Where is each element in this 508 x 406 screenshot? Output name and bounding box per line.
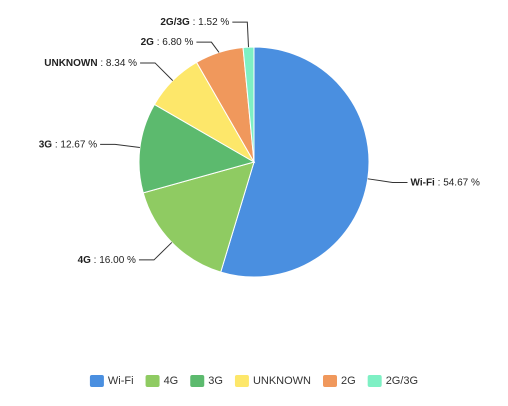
label-name: Wi-Fi <box>410 177 435 188</box>
legend-label: 3G <box>208 375 223 387</box>
leader-line <box>367 178 408 183</box>
pie-slice <box>220 46 370 278</box>
label-value: 16.00 % <box>99 255 136 266</box>
legend-swatch <box>190 375 205 387</box>
data-label: UNKNOWN : 8.34 % <box>44 58 137 69</box>
label-sep: : <box>435 177 443 188</box>
leader-line <box>196 41 220 53</box>
legend-label: UNKNOWN <box>253 375 311 387</box>
label-value: 1.52 % <box>198 17 229 28</box>
pie-slice <box>138 103 256 194</box>
label-value: 54.67 % <box>443 177 480 188</box>
data-label: 2G : 6.80 % <box>141 37 194 48</box>
legend-swatch <box>367 375 382 387</box>
legend-label: 2G <box>341 375 356 387</box>
pie-slice <box>142 161 255 273</box>
leader-line <box>138 242 173 261</box>
legend-label: Wi-Fi <box>108 375 134 387</box>
legend-swatch <box>323 375 337 387</box>
leader-line <box>232 21 250 48</box>
label-sep: : <box>91 255 99 266</box>
label-sep: : <box>52 139 60 150</box>
label-name: 3G <box>39 139 53 150</box>
data-label: 2G/3G : 1.52 % <box>160 17 229 28</box>
label-name: 2G <box>141 37 155 48</box>
legend-swatch <box>234 375 249 387</box>
label-name: 4G <box>78 255 92 266</box>
legend-swatch <box>145 375 160 387</box>
legend: Wi-Fi 4G 3G UNKNOWN 2G 2G/3G <box>89 375 418 387</box>
legend-swatch <box>89 375 104 387</box>
label-name: 2G/3G <box>160 17 190 28</box>
leader-line <box>100 143 140 149</box>
label-value: 12.67 % <box>60 139 97 150</box>
legend-label: 2G/3G <box>386 375 418 387</box>
label-sep: : <box>190 17 198 28</box>
data-label: 4G : 16.00 % <box>78 255 136 266</box>
label-value: 6.80 % <box>162 37 193 48</box>
label-name: UNKNOWN <box>44 58 97 69</box>
label-sep: : <box>98 58 106 69</box>
data-label: Wi-Fi : 54.67 % <box>410 177 480 188</box>
label-sep: : <box>154 37 162 48</box>
legend-label: 4G <box>164 375 179 387</box>
pie-slice <box>242 46 255 163</box>
label-value: 8.34 % <box>106 58 137 69</box>
leader-line <box>140 62 174 81</box>
data-label: 3G : 12.67 % <box>39 139 97 150</box>
